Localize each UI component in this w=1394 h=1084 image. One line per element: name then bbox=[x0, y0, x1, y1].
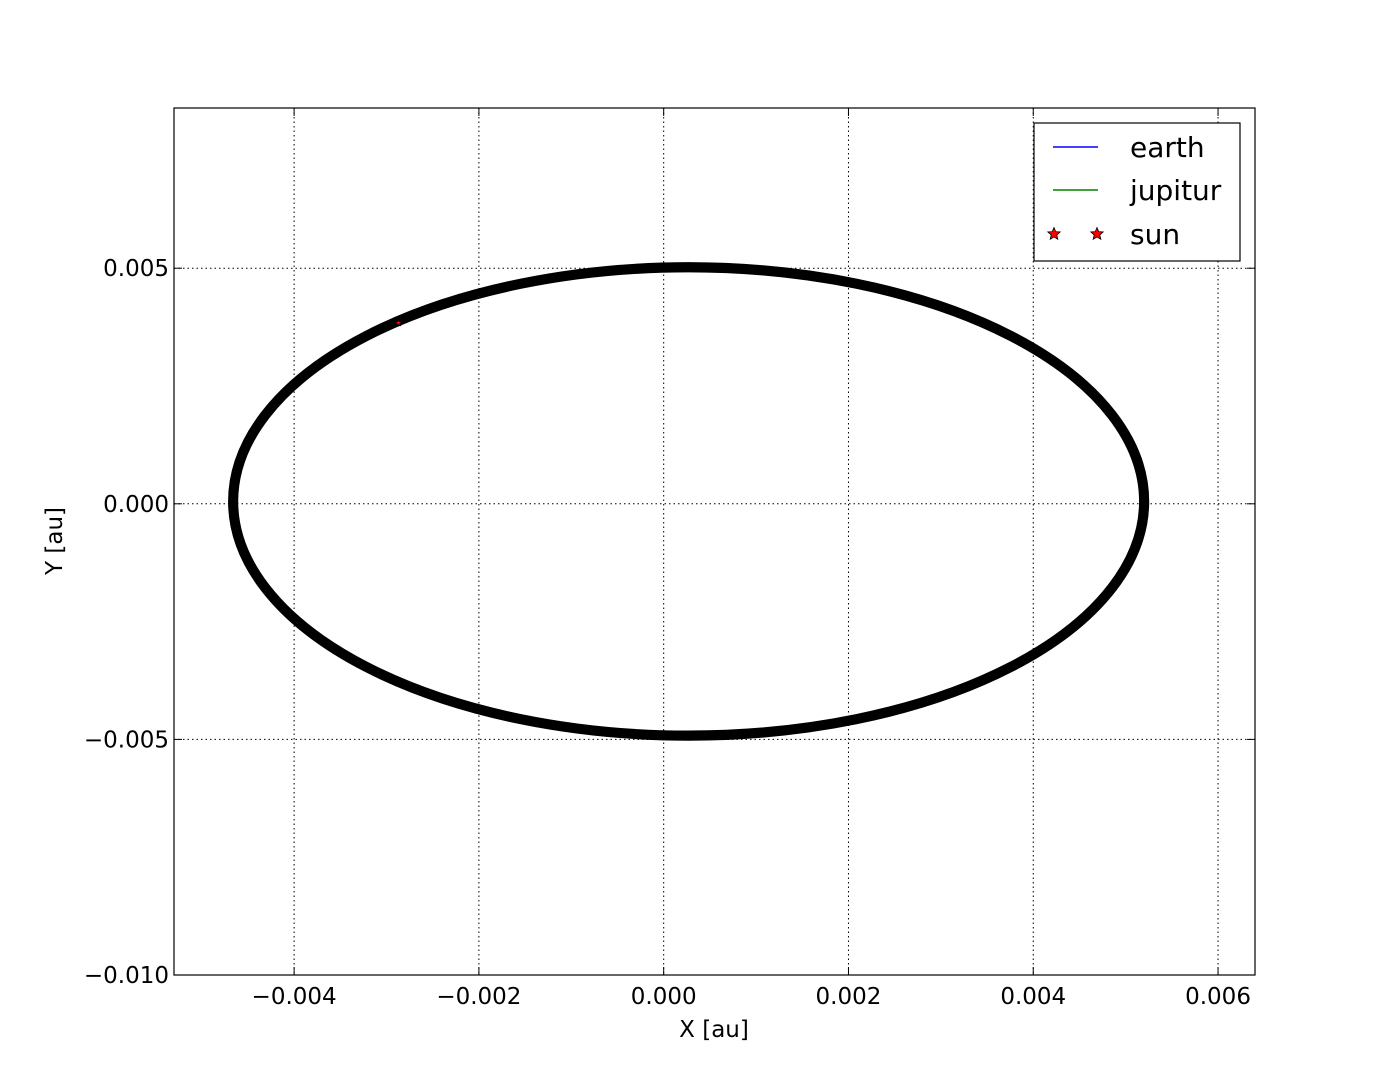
ticks bbox=[174, 108, 1255, 976]
legend-label-sun: sun bbox=[1130, 218, 1180, 251]
legend-label-earth: earth bbox=[1130, 131, 1205, 164]
x-tick-label: 0.004 bbox=[1000, 984, 1066, 1010]
legend-label-jupitur: jupitur bbox=[1129, 174, 1222, 207]
y-tick-label: 0.000 bbox=[103, 492, 169, 518]
legend-star-icon bbox=[1089, 226, 1105, 241]
plot-frame bbox=[173, 107, 1256, 976]
x-axis-label: X [au] bbox=[679, 1017, 749, 1043]
y-tick-label: −0.010 bbox=[84, 963, 169, 989]
legend-markers-sun bbox=[1046, 226, 1105, 241]
x-tick-label: −0.002 bbox=[436, 984, 521, 1010]
x-tick-label: −0.004 bbox=[252, 984, 337, 1010]
legend-star-icon bbox=[1046, 226, 1062, 241]
y-tick-label: 0.005 bbox=[103, 256, 169, 282]
legend-box bbox=[1033, 122, 1241, 262]
orbit-layer bbox=[228, 262, 1150, 741]
y-tick-label: −0.005 bbox=[84, 727, 169, 753]
sun-marker bbox=[394, 318, 403, 327]
x-tick-label: 0.000 bbox=[631, 984, 697, 1010]
x-tick-label: 0.002 bbox=[816, 984, 882, 1010]
sun-orbit-path bbox=[228, 262, 1150, 741]
x-tick-label: 0.006 bbox=[1185, 984, 1251, 1010]
x-tick-labels: −0.004 −0.002 0.000 0.002 0.004 0.006 bbox=[252, 984, 1251, 1010]
y-axis-label: Y [au] bbox=[42, 507, 68, 576]
legend: earth jupitur sun bbox=[1033, 122, 1241, 262]
y-tick-labels: 0.005 0.000 −0.005 −0.010 bbox=[84, 256, 169, 989]
